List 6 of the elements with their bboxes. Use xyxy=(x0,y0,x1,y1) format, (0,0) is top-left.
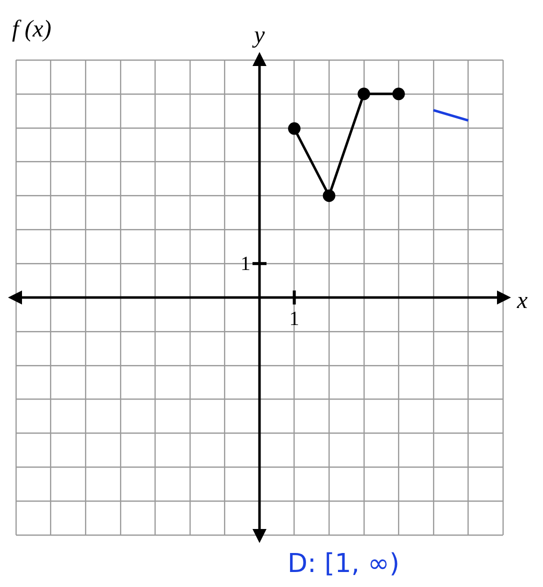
text: 1 xyxy=(289,308,300,330)
x-axis-title: x xyxy=(516,288,528,314)
annotation: 1 xyxy=(240,252,250,275)
text: D: [1, ∞) xyxy=(288,548,400,579)
chart-title: f (x) xyxy=(12,16,52,42)
y-axis-title: y xyxy=(252,22,266,48)
